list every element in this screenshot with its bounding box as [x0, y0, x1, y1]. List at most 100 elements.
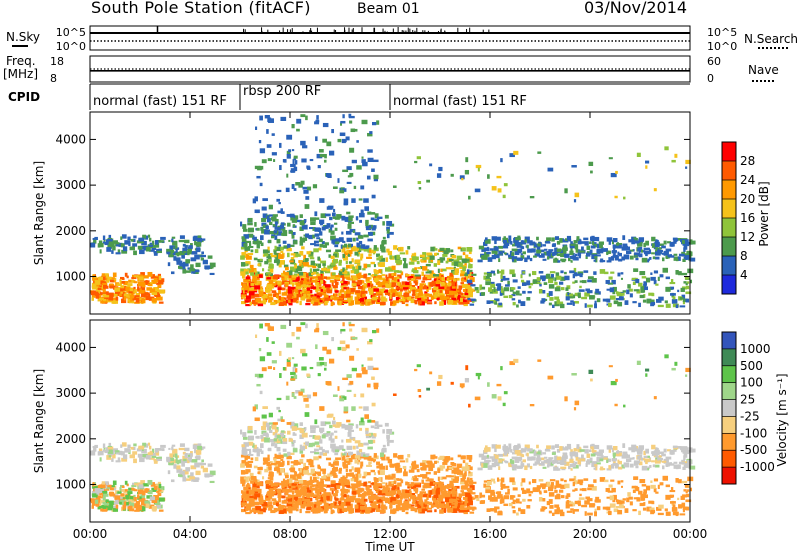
velocity-echo	[299, 448, 304, 454]
velocity-echo	[175, 456, 178, 461]
velocity-echo	[169, 453, 174, 458]
velocity-echo	[381, 482, 386, 485]
power-echo	[345, 136, 350, 141]
power-echo	[497, 188, 502, 193]
power-echo	[653, 188, 657, 192]
velocity-echo	[463, 502, 467, 506]
velocity-echo	[361, 509, 365, 513]
power-echo	[153, 277, 158, 281]
power-echo	[644, 286, 649, 291]
velocity-echo	[147, 479, 153, 485]
power-echo	[348, 249, 353, 255]
power-echo	[338, 292, 342, 297]
power-echo	[358, 274, 364, 279]
velocity-echo	[466, 467, 473, 470]
velocity-echo	[449, 498, 454, 504]
power-echo	[427, 299, 432, 302]
power-echo	[468, 195, 471, 200]
power-echo	[309, 277, 313, 282]
power-echo	[276, 198, 281, 202]
velocity-echo	[419, 474, 424, 478]
velocity-echo	[274, 443, 278, 448]
velocity-echo	[286, 342, 293, 348]
velocity-echo	[316, 481, 321, 485]
velocity-echo	[313, 448, 319, 452]
power-echo	[341, 215, 346, 221]
velocity-echo	[282, 438, 288, 442]
power-echo	[320, 288, 323, 292]
noise-left-tick-bottom: 10^0	[56, 40, 86, 53]
freq-unit-label: [MHz]	[3, 67, 39, 81]
power-echo	[554, 296, 560, 300]
velocity-echo	[339, 479, 344, 484]
velocity-echo	[171, 444, 176, 447]
power-echo	[326, 223, 331, 226]
power-echo	[288, 230, 293, 234]
power-echo	[320, 279, 324, 284]
power-echo	[264, 229, 271, 235]
power-echo	[421, 271, 424, 276]
velocity-echo	[314, 329, 320, 333]
velocity-echo	[370, 482, 375, 485]
velocity-echo	[254, 493, 261, 498]
power-echo	[306, 186, 312, 191]
velocity-echo	[281, 495, 286, 499]
power-echo	[251, 287, 254, 293]
power-echo	[179, 250, 185, 256]
power-echo	[568, 295, 574, 299]
velocity-echo	[313, 510, 319, 514]
power-echo	[175, 257, 181, 262]
velocity-echo	[297, 479, 304, 484]
power-echo	[248, 288, 254, 292]
power-echo	[679, 305, 686, 308]
power-echo	[494, 253, 500, 259]
velocity-echo	[421, 488, 426, 491]
power-echo	[108, 292, 114, 297]
velocity-echo	[287, 460, 290, 466]
power-echo	[274, 284, 278, 288]
power-echo	[346, 249, 349, 253]
power-echo	[340, 120, 346, 124]
power-echo	[354, 232, 361, 236]
power-echo	[358, 247, 362, 253]
power-echo	[245, 276, 251, 280]
power-echo	[399, 252, 406, 255]
power-echo	[255, 297, 262, 303]
velocity-echo	[345, 438, 352, 443]
velocity-echo	[340, 489, 344, 492]
velocity-echo	[461, 486, 468, 490]
power-echo	[373, 174, 379, 180]
power-echo	[283, 245, 289, 249]
velocity-echo	[462, 496, 466, 500]
power-echo	[158, 240, 164, 243]
velocity-echo	[330, 438, 335, 443]
power-echo	[258, 274, 263, 278]
power-echo	[682, 300, 685, 305]
velocity-echo	[185, 478, 191, 481]
velocity-echo	[351, 367, 357, 372]
power-echo	[116, 244, 120, 247]
velocity-echo	[151, 487, 157, 492]
power-echo	[411, 256, 417, 261]
power-echo	[430, 281, 437, 287]
velocity-echo	[144, 500, 150, 504]
power-echo	[296, 283, 301, 287]
power-echo	[432, 248, 438, 251]
power-echo	[336, 277, 341, 280]
power-echo	[385, 274, 388, 278]
velocity-echo	[158, 483, 162, 489]
velocity-echo	[117, 457, 121, 462]
power-echo	[357, 235, 364, 239]
power-echo	[250, 267, 257, 272]
velocity-echo	[443, 508, 447, 513]
power-echo	[98, 294, 102, 299]
power-echo	[675, 258, 679, 262]
power-echo	[262, 198, 268, 202]
power-echo	[240, 262, 246, 267]
power-echo	[254, 269, 257, 273]
velocity-echo	[424, 501, 430, 505]
power-echo	[536, 249, 542, 254]
velocity-echo	[321, 449, 325, 453]
velocity-echo	[312, 392, 318, 397]
power-echo	[448, 258, 454, 262]
